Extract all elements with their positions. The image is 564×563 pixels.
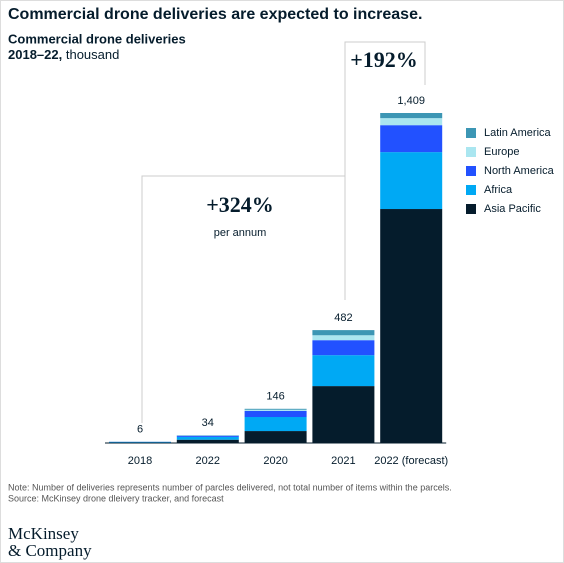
chart-title: Commercial drone deliveries are expected… bbox=[8, 6, 422, 23]
bar-segment bbox=[312, 355, 375, 387]
legend-swatch bbox=[466, 147, 476, 157]
x-tick-label: 2018 bbox=[128, 455, 152, 467]
subtitle: Commercial drone deliveries bbox=[8, 31, 186, 46]
legend-label: Africa bbox=[484, 184, 513, 196]
note: Source: McKinsey drone dleivery tracker,… bbox=[8, 493, 224, 503]
x-tick-label: 2021 bbox=[331, 455, 355, 467]
bar-segment bbox=[380, 152, 443, 210]
note: Note: Number of deliveries represents nu… bbox=[8, 482, 452, 492]
bar-segment bbox=[312, 340, 375, 356]
bar-segment bbox=[244, 431, 307, 443]
bar-segment bbox=[312, 335, 375, 341]
total-label: 34 bbox=[202, 417, 214, 429]
legend-swatch bbox=[466, 185, 476, 195]
bar-segment bbox=[312, 330, 375, 336]
annotation: per annum bbox=[214, 227, 267, 239]
legend-label: Europe bbox=[484, 146, 519, 158]
subtitle-period: 2018–22, bbox=[8, 47, 62, 62]
bar-segment bbox=[380, 209, 443, 443]
bar-segment bbox=[244, 417, 307, 432]
total-label: 482 bbox=[334, 312, 352, 324]
bar-segment bbox=[176, 436, 239, 440]
bar-segment bbox=[244, 409, 307, 411]
x-tick-label: 2022 (forecast) bbox=[374, 455, 448, 467]
bar-segment bbox=[380, 113, 443, 119]
bracket bbox=[344, 41, 426, 300]
x-tick-label: 2020 bbox=[263, 455, 287, 467]
bar-segment bbox=[312, 386, 375, 443]
bar-segment bbox=[244, 410, 307, 418]
annotation: +324% bbox=[206, 192, 274, 217]
annotation: +192% bbox=[350, 47, 418, 72]
logo: McKinsey bbox=[8, 524, 79, 543]
total-label: 146 bbox=[266, 391, 284, 403]
bar-segment bbox=[244, 408, 307, 410]
legend-swatch bbox=[466, 204, 476, 214]
bar-segment bbox=[380, 125, 443, 153]
subtitle-line: 2018–22, thousand bbox=[8, 47, 119, 62]
legend-label: Latin America bbox=[484, 127, 552, 139]
bar-segment bbox=[380, 118, 443, 126]
legend-swatch bbox=[466, 128, 476, 138]
subtitle-unit: thousand bbox=[66, 47, 120, 62]
bar-segment bbox=[176, 439, 239, 443]
legend-label: Asia Pacific bbox=[484, 203, 541, 215]
x-tick-label: 2022 bbox=[196, 455, 220, 467]
legend-swatch bbox=[466, 166, 476, 176]
bar-segment bbox=[176, 435, 239, 437]
legend-label: North America bbox=[484, 165, 555, 177]
total-label: 1,409 bbox=[397, 95, 425, 107]
logo: & Company bbox=[8, 541, 92, 560]
total-label: 6 bbox=[137, 424, 143, 436]
